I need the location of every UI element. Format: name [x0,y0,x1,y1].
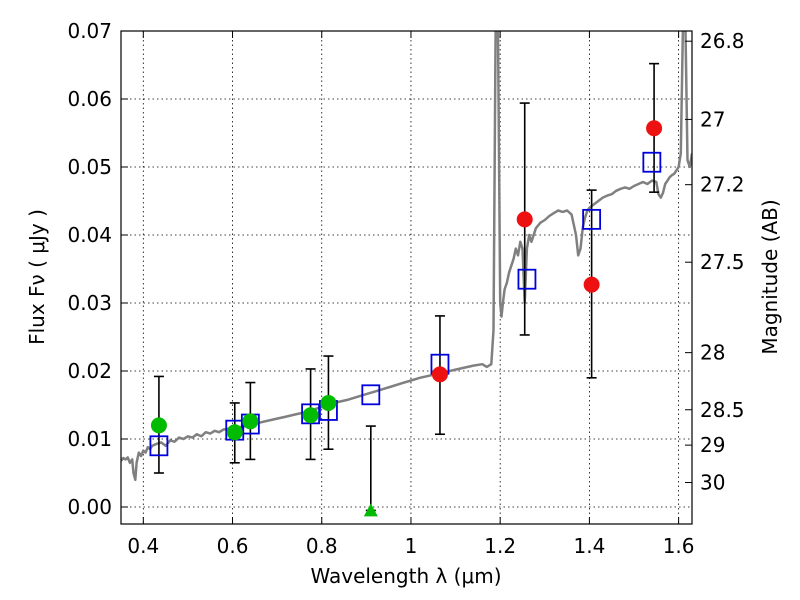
optical-flux-point [150,417,167,434]
right-tick-label: 27.2 [700,173,745,197]
optical-flux-point [320,394,337,411]
model-flux-square [149,435,169,457]
optical-flux-point [302,407,319,424]
x-tick-label: 1.4 [573,534,605,558]
right-axis-label: Magnitude (AB) [758,199,782,354]
axes: 0.4 0.6 0.8 1 1.2 1.4 1.6 0.00 0.01 0.02 0.03 0.04 0… [67,19,744,558]
upper-limit-triangle [363,503,378,517]
y-tick-label: 0.03 [67,291,112,315]
x-tick-label: 1.6 [663,534,695,558]
y-tick-label: 0.01 [67,427,112,451]
nir-flux-point [646,120,663,137]
nir-flux-point [583,276,600,293]
right-tick-label: 26.8 [700,29,745,53]
plot-background [121,31,692,524]
model-spectrum-layer [121,31,692,482]
right-tick-label: 29 [700,433,725,457]
optical-flux-point [226,424,243,441]
model-flux-square [582,208,602,230]
y-tick-label: 0.07 [67,19,112,43]
nir-flux-point [431,366,448,383]
x-tick-label: 0.4 [127,534,159,558]
nir-flux-point [516,211,533,228]
plot-frame [120,30,693,525]
model-flux-square [517,268,537,290]
x-tick-label: 0.6 [217,534,249,558]
y-axis-label: Flux Fν ( μJy ) [25,209,49,345]
x-axis-label: Wavelength λ (μm) [310,564,501,588]
x-tick-label: 1 [405,534,418,558]
model-spectrum-line [121,31,692,482]
right-tick-label: 28.5 [700,398,745,422]
y-tick-label: 0.05 [67,155,112,179]
right-tick-label: 30 [700,471,725,495]
model-flux-square [361,384,381,406]
model-flux-square [642,151,662,173]
right-tick-label: 28 [700,341,725,365]
y-tick-label: 0.04 [67,223,112,247]
right-tick-label: 27.5 [700,250,745,274]
grid [121,30,692,524]
markers [149,120,663,517]
y-tick-label: 0.02 [67,359,112,383]
y-tick-label: 0.00 [67,495,112,519]
y-tick-label: 0.06 [67,87,112,111]
right-tick-label: 27 [700,107,725,131]
x-tick-label: 1.2 [484,534,516,558]
x-tick-label: 0.8 [306,534,338,558]
error-bars [153,62,660,512]
optical-flux-point [242,413,259,430]
